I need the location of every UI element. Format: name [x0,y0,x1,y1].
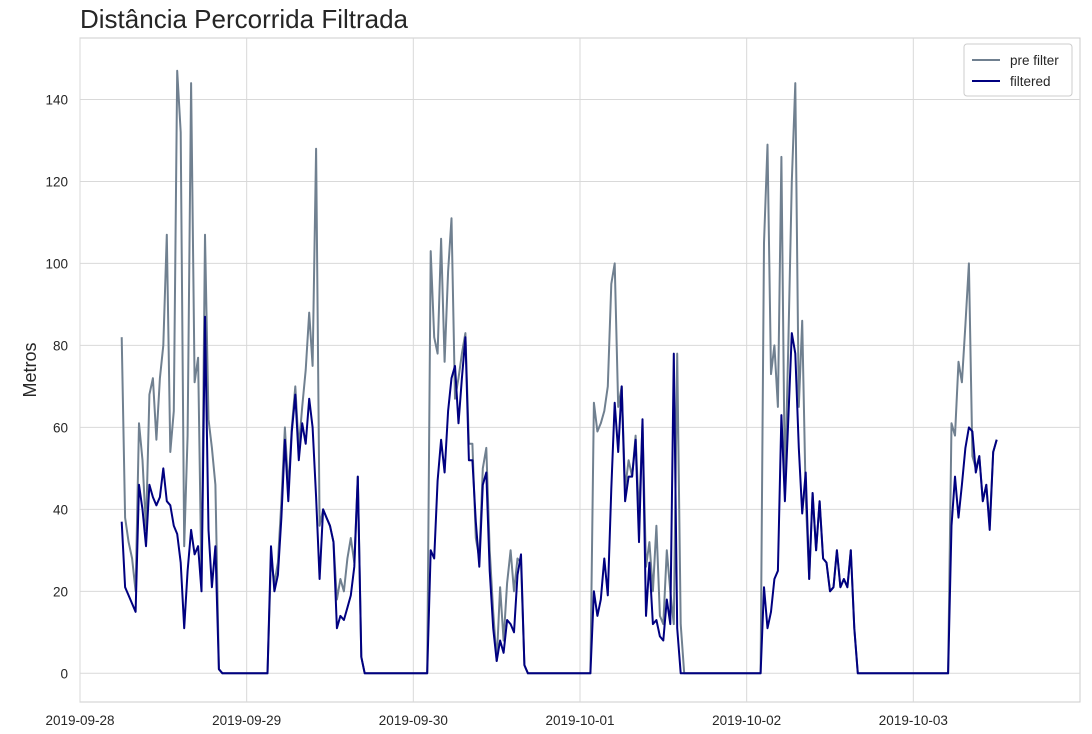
x-tick-labels: 2019-09-28 2019-09-29 2019-09-30 2019-10-01… [45,713,947,728]
x-tick-label: 2019-10-01 [545,713,614,728]
y-tick-label: 40 [53,502,68,517]
y-tick-label: 0 [60,666,68,681]
legend-label-pre-filter: pre filter [1010,53,1059,68]
y-tick-label: 20 [53,584,68,599]
y-tick-labels: 0 20 40 60 80 100 120 140 [45,92,68,681]
x-tick-label: 2019-09-29 [212,713,281,728]
x-tick-label: 2019-09-28 [45,713,114,728]
y-tick-label: 100 [45,256,68,271]
x-tick-label: 2019-10-03 [879,713,948,728]
y-tick-label: 60 [53,420,68,435]
series-lines [120,69,998,675]
chart-title: Distância Percorrida Filtrada [80,4,409,34]
legend-label-filtered: filtered [1010,74,1051,89]
x-tick-label: 2019-09-30 [379,713,448,728]
legend: pre filter filtered [963,43,1073,97]
y-tick-label: 120 [45,174,68,189]
x-tick-label: 2019-10-02 [712,713,781,728]
legend-box [963,43,1073,97]
series-line-filtered [120,315,998,675]
y-tick-label: 80 [53,338,68,353]
y-tick-label: 140 [45,92,68,107]
y-axis-label: Metros [20,342,40,397]
